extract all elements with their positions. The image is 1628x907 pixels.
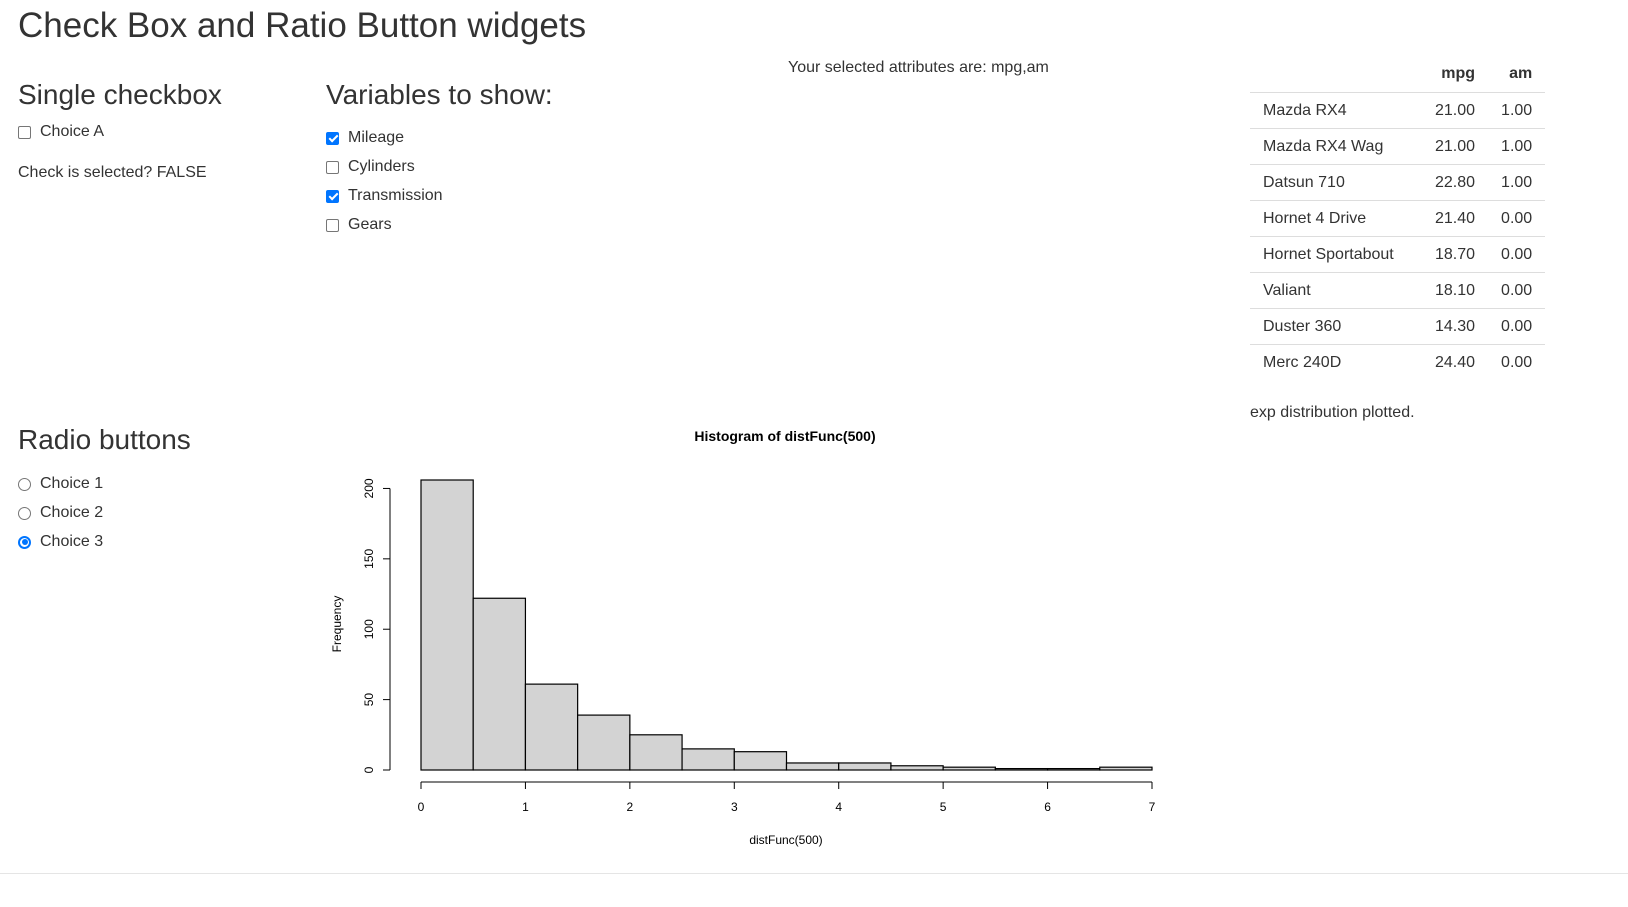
checkbox-icon[interactable] <box>326 189 339 203</box>
table-cell: Duster 360 <box>1250 308 1422 345</box>
table-cell: Mazda RX4 Wag <box>1250 128 1422 165</box>
histogram-bar <box>942 766 996 771</box>
page-title: Check Box and Ratio Button widgets <box>18 6 587 45</box>
table-cell: 14.30 <box>1422 308 1489 345</box>
checkbox-icon[interactable] <box>326 131 339 145</box>
variable-label: Mileage <box>348 129 405 146</box>
y-tick-label: 50 <box>362 693 376 707</box>
x-tick-label: 5 <box>940 800 947 814</box>
table-cell: 21.00 <box>1422 128 1489 165</box>
histogram-bar <box>472 597 527 771</box>
table-cell: 22.80 <box>1422 164 1489 201</box>
x-tick-label: 4 <box>835 800 842 814</box>
table-cell: 0.00 <box>1488 344 1546 380</box>
table-row: Duster 360 14.30 0.00 <box>1250 308 1546 345</box>
y-tick-label: 0 <box>362 766 376 773</box>
table-cell: Mazda RX4 <box>1250 92 1422 129</box>
variables-heading: Variables to show: <box>326 79 553 110</box>
table-row: Hornet Sportabout 18.70 0.00 <box>1250 236 1546 273</box>
checkbox-icon[interactable] <box>18 125 31 139</box>
histogram-bar <box>577 714 631 771</box>
histogram-bar <box>629 734 683 771</box>
x-tick-label: 7 <box>1149 800 1156 814</box>
table-header: am <box>1509 65 1533 82</box>
variable-label: Transmission <box>348 187 443 204</box>
table-header-row: mpg am <box>1250 56 1545 93</box>
histogram-bar <box>420 479 474 771</box>
histogram-bar <box>1099 766 1153 771</box>
choice-a-checkbox[interactable]: Choice A <box>18 123 104 141</box>
table-cell: Hornet 4 Drive <box>1250 200 1422 237</box>
table-cell: 21.40 <box>1422 200 1489 237</box>
check-status-text: Check is selected? FALSE <box>18 164 207 181</box>
radio-label: Choice 1 <box>40 475 104 492</box>
table-cell: 21.00 <box>1422 92 1489 129</box>
radio-heading: Radio buttons <box>18 424 191 455</box>
radio-icon[interactable] <box>18 506 31 520</box>
table-cell: Valiant <box>1250 272 1422 309</box>
table-row: Datsun 710 22.80 1.00 <box>1250 164 1546 201</box>
table-cell: 18.10 <box>1422 272 1489 309</box>
y-tick-label: 100 <box>362 619 376 639</box>
table-cell: 0.00 <box>1488 308 1546 345</box>
table-header: mpg <box>1441 65 1476 82</box>
radio-choice-1[interactable]: Choice 1 <box>18 475 103 493</box>
radio-label: Choice 3 <box>40 533 104 550</box>
table-cell: 1.00 <box>1488 92 1546 129</box>
histogram-bar <box>785 762 840 771</box>
y-tick-label: 200 <box>362 478 376 498</box>
checkbox-icon[interactable] <box>326 160 339 174</box>
bottom-divider <box>0 873 1628 874</box>
chart-title: Histogram of distFunc(500) <box>694 428 875 444</box>
variable-checkbox-gears[interactable]: Gears <box>326 216 392 234</box>
table-row: Hornet 4 Drive 21.40 0.00 <box>1250 200 1546 237</box>
table-cell: Merc 240D <box>1250 344 1422 380</box>
y-tick-label: 150 <box>362 549 376 569</box>
x-tick-label: 2 <box>627 800 634 814</box>
histogram-bar <box>524 683 579 771</box>
single-checkbox-heading: Single checkbox <box>18 79 222 110</box>
table-cell: Hornet Sportabout <box>1250 236 1422 273</box>
x-axis-label: distFunc(500) <box>749 833 822 847</box>
radio-icon[interactable] <box>18 535 31 549</box>
histogram-bar <box>681 748 735 771</box>
table-cell: 0.00 <box>1488 272 1546 309</box>
checkbox-icon[interactable] <box>326 218 339 232</box>
variable-checkbox-transmission[interactable]: Transmission <box>326 187 443 205</box>
variable-label: Cylinders <box>348 158 415 175</box>
variable-label: Gears <box>348 216 392 233</box>
table-cell: Datsun 710 <box>1250 164 1422 201</box>
table-cell: 0.00 <box>1488 200 1546 237</box>
x-tick-label: 1 <box>522 800 529 814</box>
y-axis-label: Frequency <box>330 596 344 653</box>
radio-choice-2[interactable]: Choice 2 <box>18 504 103 522</box>
x-tick-label: 3 <box>731 800 738 814</box>
histogram-bar <box>838 762 892 771</box>
histogram-bar <box>890 765 944 771</box>
data-table: mpg am Mazda RX4 21.00 1.00 Mazda RX4 Wag 21… <box>1250 56 1546 380</box>
radio-choice-3[interactable]: Choice 3 <box>18 533 103 551</box>
radio-label: Choice 2 <box>40 504 104 521</box>
table-cell: 1.00 <box>1488 128 1546 165</box>
selected-attributes-text: Your selected attributes are: mpg,am <box>788 59 1049 76</box>
variable-checkbox-cylinders[interactable]: Cylinders <box>326 158 415 176</box>
choice-a-label: Choice A <box>40 123 105 140</box>
x-tick-label: 6 <box>1044 800 1051 814</box>
variable-checkbox-mileage[interactable]: Mileage <box>326 129 404 147</box>
x-tick-label: 0 <box>418 800 425 814</box>
table-row: Mazda RX4 Wag 21.00 1.00 <box>1250 128 1546 165</box>
histogram-bar <box>1046 767 1101 771</box>
histogram-bar <box>994 767 1049 771</box>
table-row: Mazda RX4 21.00 1.00 <box>1250 92 1546 129</box>
table-row: Merc 240D 24.40 0.00 <box>1250 344 1546 380</box>
histogram-bar <box>733 751 788 771</box>
radio-icon[interactable] <box>18 477 31 491</box>
table-row: Valiant 18.10 0.00 <box>1250 272 1546 309</box>
table-cell: 0.00 <box>1488 236 1546 273</box>
table-cell: 24.40 <box>1422 344 1489 380</box>
distribution-text: exp distribution plotted. <box>1250 404 1415 421</box>
table-cell: 1.00 <box>1488 164 1546 201</box>
table-cell: 18.70 <box>1422 236 1489 273</box>
